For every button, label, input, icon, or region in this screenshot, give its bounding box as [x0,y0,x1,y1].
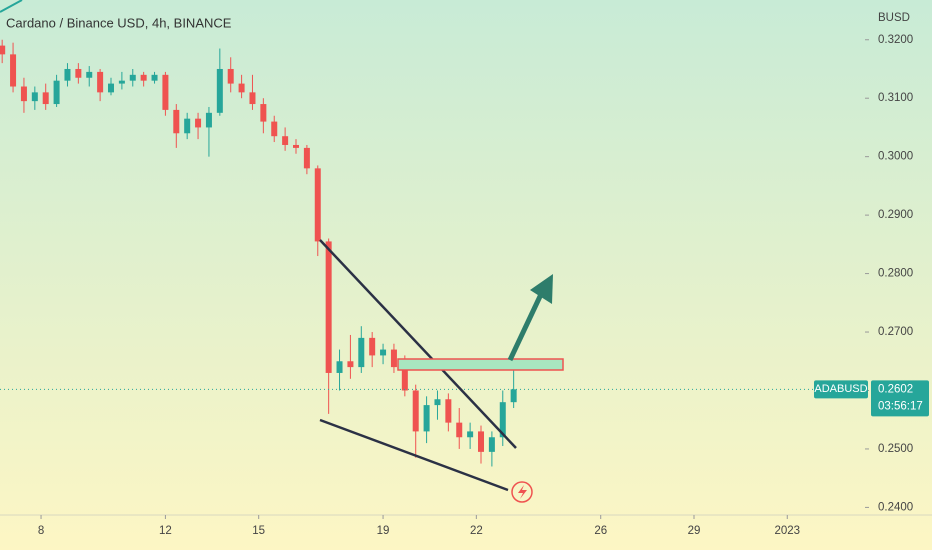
candle-body [445,399,452,423]
candle-body [64,68,71,81]
y-tick-label: 0.3200 [878,34,913,46]
y-tick-label: 0.2700 [878,326,913,338]
candle-body [42,92,49,105]
symbol-tag [814,380,868,399]
candle-body [97,71,104,93]
y-tick-label: 0.3000 [878,151,913,163]
y-tick-label: 0.2500 [878,443,913,455]
arrow-shaft [507,288,546,362]
candle-body [478,431,485,452]
candle-body [151,74,158,81]
candle-body [227,68,234,84]
countdown-label: 03:56:17 [878,400,923,412]
candle-body [162,74,169,110]
symbol-label: ADABUSD [814,383,867,395]
candle-body [173,109,180,134]
candle-body [140,74,147,81]
alert-bolt [518,485,527,499]
x-tick-label: 15 [252,525,265,537]
candle-body [129,74,136,81]
candle-body [75,68,82,78]
candle-body [205,112,212,128]
candle-body [434,399,441,406]
candle-body [293,144,300,148]
candle-body [184,118,191,134]
candle-body [499,402,506,438]
y-tick-label: 0.2400 [878,501,913,513]
candle-body [20,86,27,102]
x-tick-label: 22 [470,525,483,537]
x-tick-label: 8 [38,525,44,537]
candle-body [390,349,397,368]
candle-body [260,104,267,122]
candle-body [456,422,463,438]
price-label: 0.2602 [878,383,913,395]
candle-body [195,118,202,128]
candle-body [510,389,517,403]
candle-body [31,92,38,102]
resistance-box [397,358,564,371]
candle-body [488,437,495,452]
y-tick-label: 0.2900 [878,209,913,221]
y-tick-label: 0.3100 [878,92,913,104]
candle-body [423,405,430,432]
candle-body [358,337,365,368]
x-tick-label: 26 [594,525,607,537]
candle-body [238,83,245,93]
x-tick-label: 29 [688,525,701,537]
candle-body [401,367,408,391]
chart-title: Cardano / Binance USD, 4h, BINANCE [6,15,232,30]
candle-body [303,147,310,169]
price-tag [871,380,929,417]
x-tick-label: 12 [159,525,172,537]
candle-body [282,136,289,145]
candle-body [412,390,419,432]
trend-line-top [0,0,23,13]
wedge-lower-line [319,418,509,492]
candle-body [467,431,474,438]
x-tick-label: 2023 [774,525,800,537]
candle-body [118,80,125,84]
candle-body [10,54,17,87]
candle-body [325,241,332,373]
wedge-upper-line [319,239,517,449]
candle-body [271,121,278,137]
alert-icon [511,481,533,503]
candle-body [249,92,256,105]
candle-body [369,337,376,356]
y-tick-label: 0.2800 [878,268,913,280]
candle-body [380,349,387,356]
x-tick-label: 19 [377,525,390,537]
candle-body [86,71,93,78]
y-axis-label: BUSD [878,12,910,24]
candle-body [336,361,343,373]
candle-body [216,68,223,113]
candle-body [53,80,60,105]
candle-body [108,83,115,93]
arrow-head [530,274,553,304]
candle-body [314,168,321,242]
candle-body [0,45,6,55]
candle-body [347,361,354,368]
